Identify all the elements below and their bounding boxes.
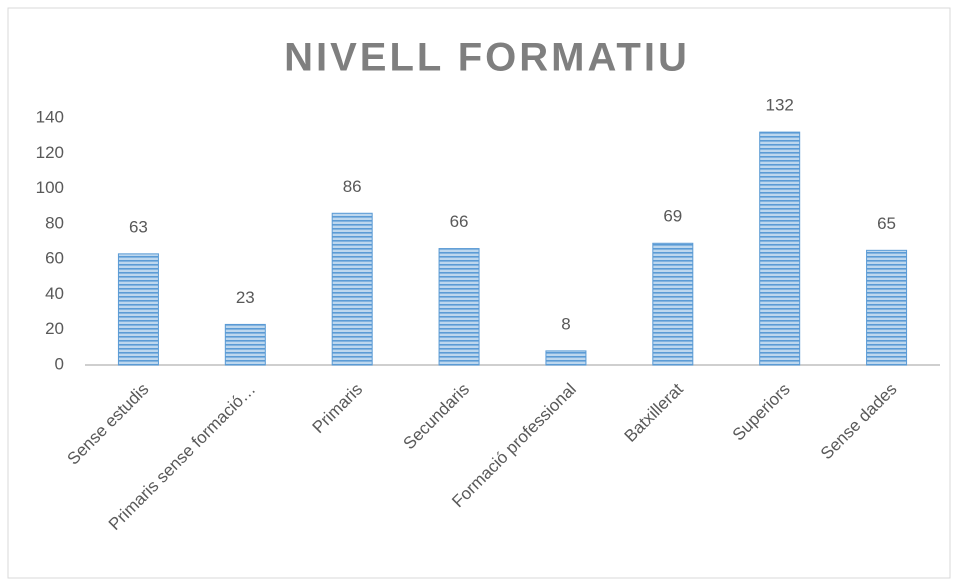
y-tick-label: 20	[45, 319, 64, 338]
value-label: 66	[450, 212, 469, 231]
y-tick-label: 0	[55, 354, 64, 373]
y-tick-label: 100	[36, 178, 64, 197]
bar	[759, 131, 801, 366]
value-label: 69	[663, 207, 682, 226]
value-label: 86	[343, 177, 362, 196]
bar	[117, 253, 159, 366]
bar	[331, 212, 373, 366]
bar	[438, 248, 480, 366]
y-tick-label: 140	[36, 107, 64, 126]
value-label: 63	[129, 217, 148, 236]
y-tick-label: 120	[36, 143, 64, 162]
value-label: 23	[236, 288, 255, 307]
bar	[545, 350, 587, 366]
value-label: 8	[561, 314, 570, 333]
y-tick-label: 40	[45, 284, 64, 303]
bar	[224, 323, 266, 366]
bar	[866, 249, 908, 366]
y-tick-label: 80	[45, 213, 64, 232]
chart-title: NIVELL FORMATIU	[284, 36, 690, 80]
value-label: 65	[877, 214, 896, 233]
bar	[652, 242, 694, 366]
y-tick-label: 60	[45, 249, 64, 268]
value-label: 132	[766, 96, 794, 115]
